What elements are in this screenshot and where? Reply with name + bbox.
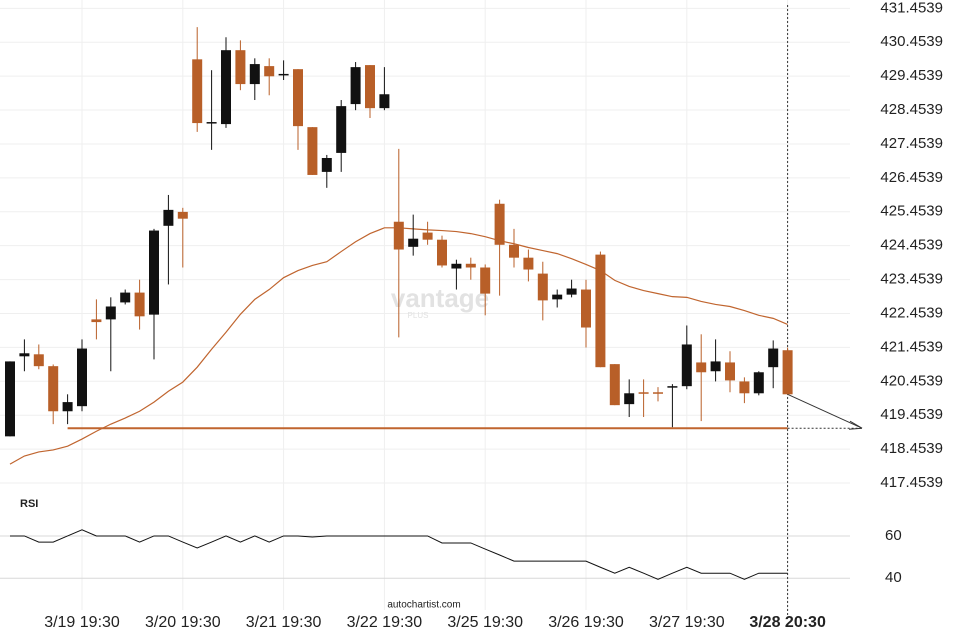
y-tick-label: 429.4539 [880,67,943,84]
candle-body [509,244,519,258]
y-tick-label: 428.4539 [880,101,943,118]
candle-body [465,263,476,268]
rsi-line [10,529,788,580]
candle-body [149,230,159,315]
candle-body [91,319,102,323]
candle-body [365,65,375,109]
candle-body [105,306,116,320]
y-tick-label: 421.4539 [880,338,943,355]
candle-body [48,366,59,412]
y-tick-label: 425.4539 [880,203,943,220]
candle-body [609,364,620,406]
candle-body [321,157,332,172]
candle-body [552,294,563,300]
indicator-title: RSI [20,498,38,510]
candle-body [537,273,548,301]
candle-body [408,238,419,247]
y-tick-label: 431.4539 [880,0,943,16]
candle-body [19,353,30,357]
candle-body [393,221,404,250]
candle-body [62,402,73,412]
y-tick-label: 422.4539 [880,304,943,321]
y-tick-label: 424.4539 [880,237,943,254]
y-tick-label: 430.4539 [880,33,943,50]
candle-body [249,64,260,85]
x-tick-label: 3/25 19:30 [447,614,523,631]
candle-body [120,292,131,303]
candle-body [192,59,203,124]
candle-body [278,73,289,76]
candle-body [725,362,735,381]
candle-body [293,69,303,127]
watermark-sub: PLUS [408,311,429,320]
candle-body [566,288,577,295]
candle-body [307,127,318,175]
y-tick-label: 427.4539 [880,135,943,152]
candle-body [336,106,347,153]
candle-body [753,372,764,394]
candle-body [782,350,793,395]
candle-body [653,392,663,394]
source: autochartist.com [387,600,460,611]
forecast-arrowhead [848,420,863,430]
candle-body [451,263,462,269]
candle-body [264,66,275,77]
x-tick-label: 3/19 19:30 [44,614,120,631]
y-tick-label: 417.4539 [880,474,943,491]
candle-body [681,344,692,387]
candle-body [379,94,390,109]
candle-body [206,122,217,124]
x-tick-label: 3/27 19:30 [649,614,725,631]
x-tick-label: 3/21 19:30 [246,614,322,631]
candle-body [581,289,591,328]
candle-body [437,239,447,266]
y-tick-label: 423.4539 [880,271,943,288]
x-tick-label: 3/26 19:30 [548,614,624,631]
x-tick-label: 3/28 20:30 [749,614,826,631]
rsi-tick-label: 60 [885,527,902,544]
x-tick-label: 3/22 19:30 [347,614,423,631]
candle-body [739,381,750,394]
candle-body [221,50,231,125]
candle-body [235,50,246,85]
candle-body [494,203,505,245]
candle-body [523,257,534,270]
candle-body [624,393,635,405]
candle-body [33,354,44,367]
candle-body [5,361,15,437]
watermark: vantage [391,283,489,313]
candle-body [77,348,87,407]
y-tick-label: 418.4539 [880,440,943,457]
candle-body [350,67,361,105]
forecast-arrow [787,393,863,429]
candle-body [638,392,649,394]
y-tick-label: 419.4539 [880,406,943,423]
candle-body [667,386,678,388]
x-tick-label: 3/20 19:30 [145,614,221,631]
candle-body [768,348,779,368]
candle-body [163,209,174,226]
candle-body [696,362,707,373]
candle-body [422,232,433,240]
candle-body [595,254,606,368]
y-tick-label: 426.4539 [880,169,943,186]
candle-body [710,361,721,372]
candle-body [480,267,491,294]
candle-body [177,211,188,219]
candle-body [134,292,145,317]
y-tick-label: 420.4539 [880,372,943,389]
rsi-tick-label: 40 [885,569,902,586]
